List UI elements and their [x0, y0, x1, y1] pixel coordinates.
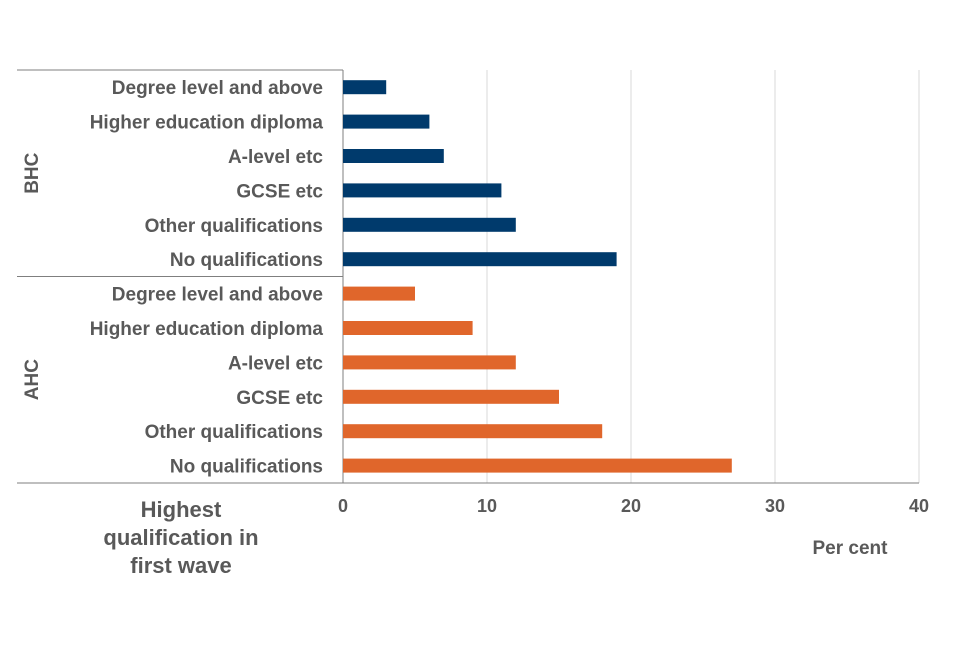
category-label: Higher education diploma	[90, 319, 324, 340]
bar-ahc	[343, 424, 603, 439]
gridlines	[486, 70, 920, 483]
category-labels: Degree level and above Higher education d…	[90, 78, 324, 477]
x-tick-label: 20	[621, 496, 641, 516]
y-axis-title-line-3: first wave	[130, 553, 232, 578]
category-label: A-level etc	[228, 353, 323, 374]
category-label: Other qualifications	[145, 216, 323, 237]
bar-ahc	[343, 321, 473, 335]
category-label: GCSE etc	[236, 181, 323, 202]
category-label: A-level etc	[228, 147, 323, 168]
group-label-ahc: AHC	[22, 359, 43, 400]
x-tick-label: 10	[477, 496, 497, 516]
category-label: Higher education diploma	[90, 113, 324, 134]
x-axis-title: Per cent	[812, 538, 888, 559]
bar-bhc	[343, 183, 502, 198]
bar-bhc	[343, 252, 617, 267]
category-label: Degree level and above	[112, 285, 323, 306]
bar-bhc	[343, 217, 516, 232]
group-label-bhc: BHC	[22, 152, 43, 193]
bar-bhc	[343, 149, 444, 163]
bar-ahc	[343, 389, 559, 404]
bar-ahc	[343, 286, 415, 301]
x-tick-label: 30	[765, 496, 785, 516]
bar-ahc	[343, 458, 732, 473]
category-label: Degree level and above	[112, 78, 323, 99]
x-tick-label: 0	[338, 496, 348, 516]
category-label: No qualifications	[170, 250, 323, 271]
y-axis-title-line-2: qualification in	[103, 525, 259, 550]
category-label: GCSE etc	[236, 388, 323, 409]
y-axis-title-line-1: Highest	[140, 497, 222, 522]
bars	[343, 80, 732, 473]
x-tick-label: 40	[909, 496, 929, 516]
category-label: No qualifications	[170, 457, 323, 478]
group-labels: BHC AHC	[22, 152, 43, 400]
bar-ahc	[343, 355, 516, 370]
bar-bhc	[343, 80, 387, 95]
category-label: Other qualifications	[145, 422, 323, 443]
axes	[17, 69, 919, 484]
y-axis-title: Highest qualification in first wave	[60, 496, 302, 580]
x-tick-labels: 0 10 20 30 40	[338, 496, 929, 516]
bar-bhc	[343, 114, 430, 129]
